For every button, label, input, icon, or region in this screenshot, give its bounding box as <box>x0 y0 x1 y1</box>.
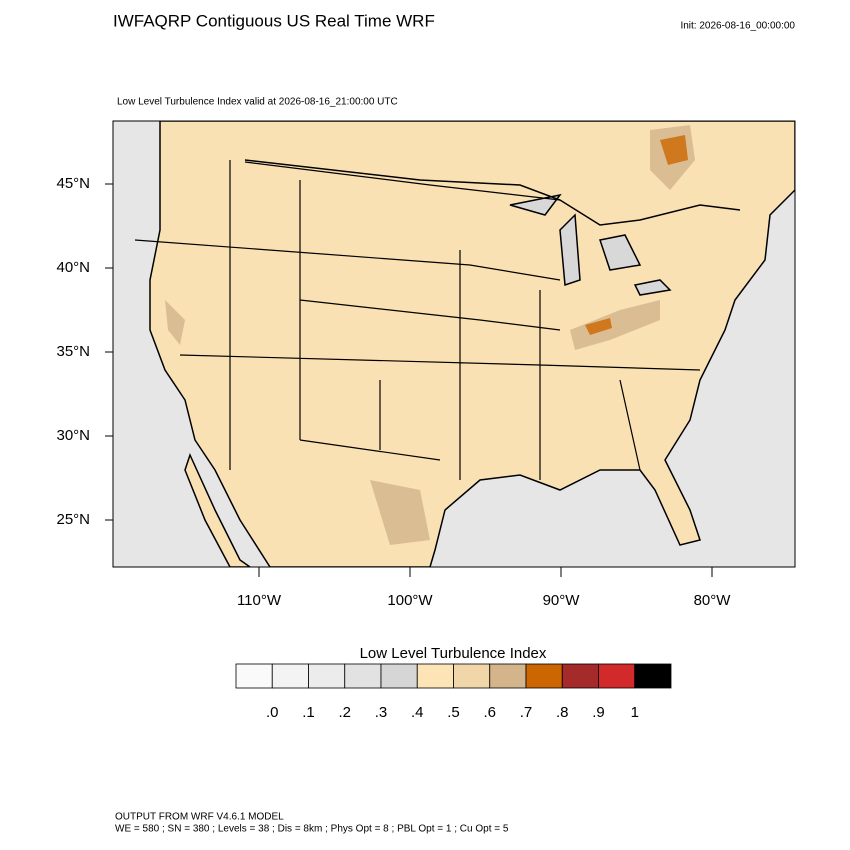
colorbar-box <box>308 663 346 689</box>
lat-label: 35°N <box>56 343 90 360</box>
colorbar: .0 .1 .2 .3 .4 .5 .6 .7 .8 .9 1 <box>235 663 672 721</box>
colorbar-label: .1 <box>302 704 315 721</box>
map-frame <box>112 120 796 568</box>
lon-label: 110°W <box>237 592 282 609</box>
lat-label: 45°N <box>56 175 90 192</box>
axis-labels: 45°N 40°N 35°N 30°N 25°N 110°W 100°W 90°W 80°W <box>56 175 731 609</box>
colorbar-label: .9 <box>592 704 605 721</box>
colorbar-label: 1 <box>631 704 639 721</box>
colorbar-label: .2 <box>338 704 351 721</box>
baja <box>184 452 252 567</box>
colorbar-label: .8 <box>556 704 569 721</box>
colorbar-box <box>380 663 418 689</box>
colorbar-label: .6 <box>483 704 496 721</box>
lon-label: 80°W <box>694 592 732 609</box>
higher-index-area <box>585 135 688 335</box>
lon-label: 100°W <box>387 592 433 609</box>
footer-line: OUTPUT FROM WRF V4.6.1 MODEL <box>115 812 284 823</box>
title: IWFAQRP Contiguous US Real Time WRF <box>113 11 435 30</box>
colorbar-box <box>271 663 309 689</box>
colorbar-box <box>235 663 273 689</box>
colorbar-title: Low Level Turbulence Index <box>360 645 547 662</box>
lat-label: 25°N <box>56 511 90 528</box>
colorbar-label: .0 <box>266 704 279 721</box>
init-time: Init: 2026-08-16_00:00:00 <box>680 21 795 32</box>
map <box>112 120 796 568</box>
footer-line: WE = 580 ; SN = 380 ; Levels = 38 ; Dis … <box>115 824 509 835</box>
lon-label: 90°W <box>543 592 581 609</box>
colorbar-label: .4 <box>411 704 424 721</box>
subtitle: Low Level Turbulence Index valid at 2026… <box>117 97 398 108</box>
colorbar-box <box>598 663 636 689</box>
colorbar-box <box>453 663 491 689</box>
colorbar-box <box>489 663 527 689</box>
lat-label: 30°N <box>56 427 90 444</box>
colorbar-label: .5 <box>447 704 460 721</box>
land <box>149 121 795 567</box>
high-index-area <box>165 125 695 545</box>
colorbar-box <box>561 663 599 689</box>
colorbar-box <box>634 663 672 689</box>
national-border <box>244 159 741 226</box>
colorbar-label: .3 <box>375 704 388 721</box>
colorbar-box <box>344 663 382 689</box>
colorbar-box <box>416 663 454 689</box>
lat-label: 40°N <box>56 259 90 276</box>
colorbar-label: .7 <box>520 704 533 721</box>
colorbar-box <box>525 663 563 689</box>
state-borders <box>134 160 701 480</box>
great-lakes <box>509 193 672 296</box>
